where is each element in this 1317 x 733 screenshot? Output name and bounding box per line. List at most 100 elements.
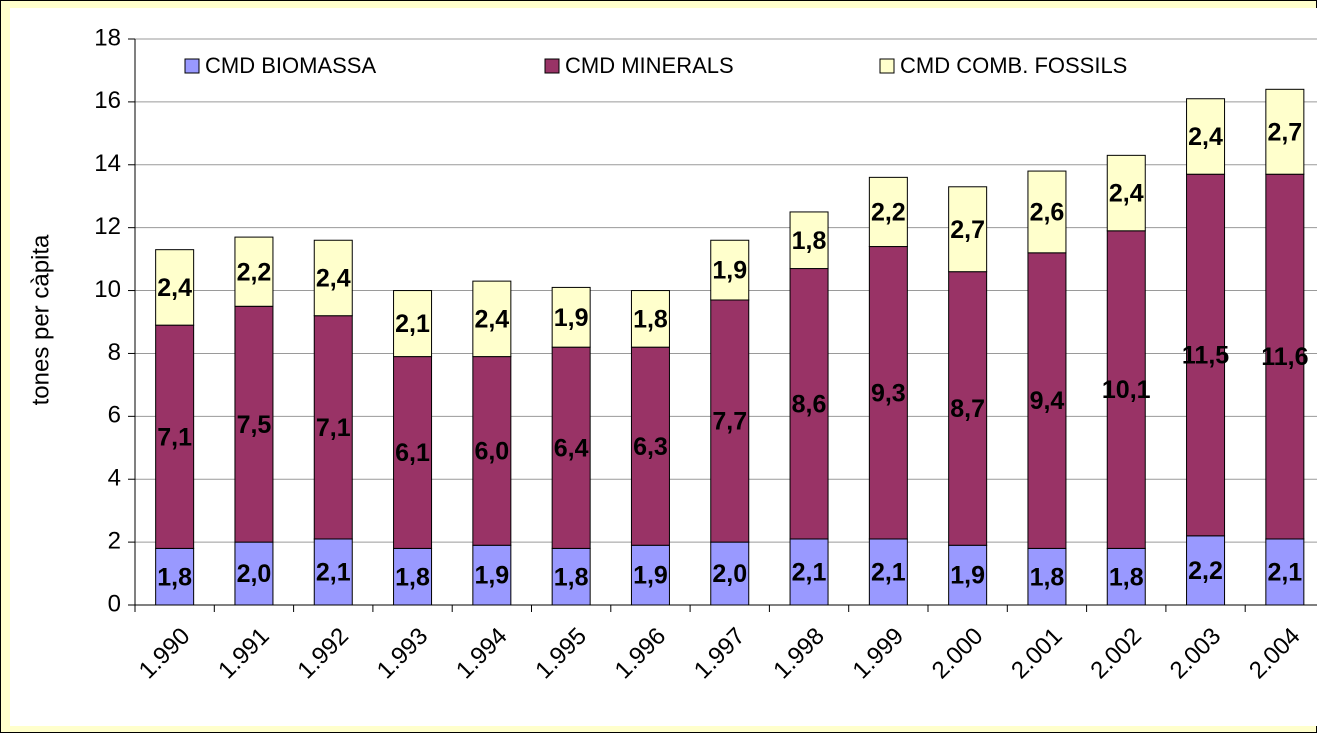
data-label: 2,2 [237, 258, 272, 286]
y-tick-label: 10 [94, 276, 121, 303]
data-label: 8,7 [950, 395, 985, 423]
data-label: 9,3 [871, 379, 906, 407]
data-label: 2,4 [1188, 123, 1223, 151]
bar-segment [472, 544, 512, 606]
bar-segment [630, 544, 670, 606]
bar-segment [948, 271, 988, 546]
data-label: 1,8 [792, 227, 827, 255]
y-tick-label: 4 [108, 465, 121, 492]
bar-segment [1106, 154, 1146, 232]
data-label: 2,0 [712, 560, 747, 588]
bar-segment [789, 211, 829, 270]
data-label: 2,1 [871, 559, 906, 587]
data-label: 2,4 [316, 265, 351, 293]
legend-label: CMD BIOMASSA [205, 53, 376, 78]
data-label: 2,4 [474, 305, 509, 333]
data-label: 1,8 [395, 563, 430, 591]
legend-swatch [184, 58, 200, 74]
bar-segment [472, 280, 512, 358]
bar-segment [868, 176, 908, 248]
data-label: 1,9 [633, 562, 668, 590]
bar-segment [1265, 88, 1305, 175]
data-label: 7,7 [712, 408, 747, 436]
data-label: 1,9 [712, 257, 747, 285]
data-label: 1,8 [554, 563, 589, 591]
data-label: 10,1 [1102, 376, 1151, 404]
bar-segment [551, 286, 591, 348]
y-tick-label: 14 [94, 150, 121, 177]
data-label: 7,1 [157, 423, 192, 451]
legend-swatch [879, 58, 895, 74]
legend-swatch [544, 58, 560, 74]
y-tick-label: 12 [94, 213, 121, 240]
bar-segment [234, 305, 274, 543]
bar-segment [155, 547, 195, 606]
bar-segment [234, 541, 274, 606]
data-label: 2,7 [950, 216, 985, 244]
data-label: 11,6 [1261, 343, 1308, 371]
data-label: 1,9 [474, 562, 509, 590]
bar-segment [551, 547, 591, 606]
bar-segment [630, 290, 670, 348]
data-label: 8,6 [792, 390, 827, 418]
data-label: 1,8 [157, 563, 192, 591]
y-tick-label: 16 [94, 87, 121, 114]
bar-segment [234, 236, 274, 307]
data-label: 1,9 [950, 562, 985, 590]
y-tick-label: 8 [108, 339, 121, 366]
bar-segment [1027, 170, 1067, 254]
data-label: 1,8 [633, 305, 668, 333]
data-label: 7,1 [316, 414, 351, 442]
data-label: 2,1 [316, 559, 351, 587]
bar-segment [868, 246, 908, 540]
bar-segment [1265, 173, 1305, 540]
data-label: 2,7 [1267, 118, 1302, 146]
data-label: 11,5 [1182, 342, 1229, 370]
bar-segment [789, 538, 829, 606]
bar-segment [1106, 230, 1146, 549]
data-label: 1,8 [1030, 563, 1065, 591]
data-label: 2,1 [1267, 559, 1302, 587]
bar-segment [948, 544, 988, 606]
bar-segment [313, 239, 353, 317]
bar-segment [948, 186, 988, 273]
bar-segment [710, 239, 750, 301]
y-tick-label: 2 [108, 527, 121, 554]
bar-segment [393, 547, 433, 606]
data-label: 9,4 [1030, 387, 1065, 415]
data-label: 2,2 [871, 199, 906, 227]
data-label: 2,4 [157, 274, 192, 302]
data-label: 6,0 [474, 438, 509, 466]
data-label: 2,2 [1188, 557, 1223, 585]
data-label: 7,5 [237, 411, 272, 439]
y-tick-label: 6 [108, 402, 121, 429]
bar-segment [393, 356, 433, 549]
bar-segment [551, 346, 591, 549]
data-label: 6,3 [633, 433, 668, 461]
y-tick-label: 18 [94, 24, 121, 51]
bar-segment [1027, 547, 1067, 606]
data-label: 1,9 [554, 304, 589, 332]
bar-segment [1106, 547, 1146, 606]
data-label: 2,6 [1030, 199, 1065, 227]
data-label: 2,0 [237, 560, 272, 588]
bar-segment [1186, 98, 1226, 175]
bar-segment [393, 290, 433, 358]
bar-segment [1186, 535, 1226, 606]
bar-segment [155, 249, 195, 326]
legend-label: CMD MINERALS [565, 53, 734, 78]
bar-segment [313, 315, 353, 540]
bar-segment [710, 299, 750, 543]
data-label: 2,1 [792, 559, 827, 587]
data-label: 2,4 [1109, 180, 1144, 208]
data-label: 6,1 [395, 439, 430, 467]
bar-segment [1265, 538, 1305, 606]
legend-label: CMD COMB. FOSSILS [900, 53, 1127, 78]
bar-segment [155, 324, 195, 549]
bar-segment [1186, 173, 1226, 537]
y-axis-label: tones per càpita [27, 234, 54, 405]
data-label: 1,8 [1109, 563, 1144, 591]
data-label: 6,4 [554, 434, 589, 462]
bar-segment [710, 541, 750, 606]
